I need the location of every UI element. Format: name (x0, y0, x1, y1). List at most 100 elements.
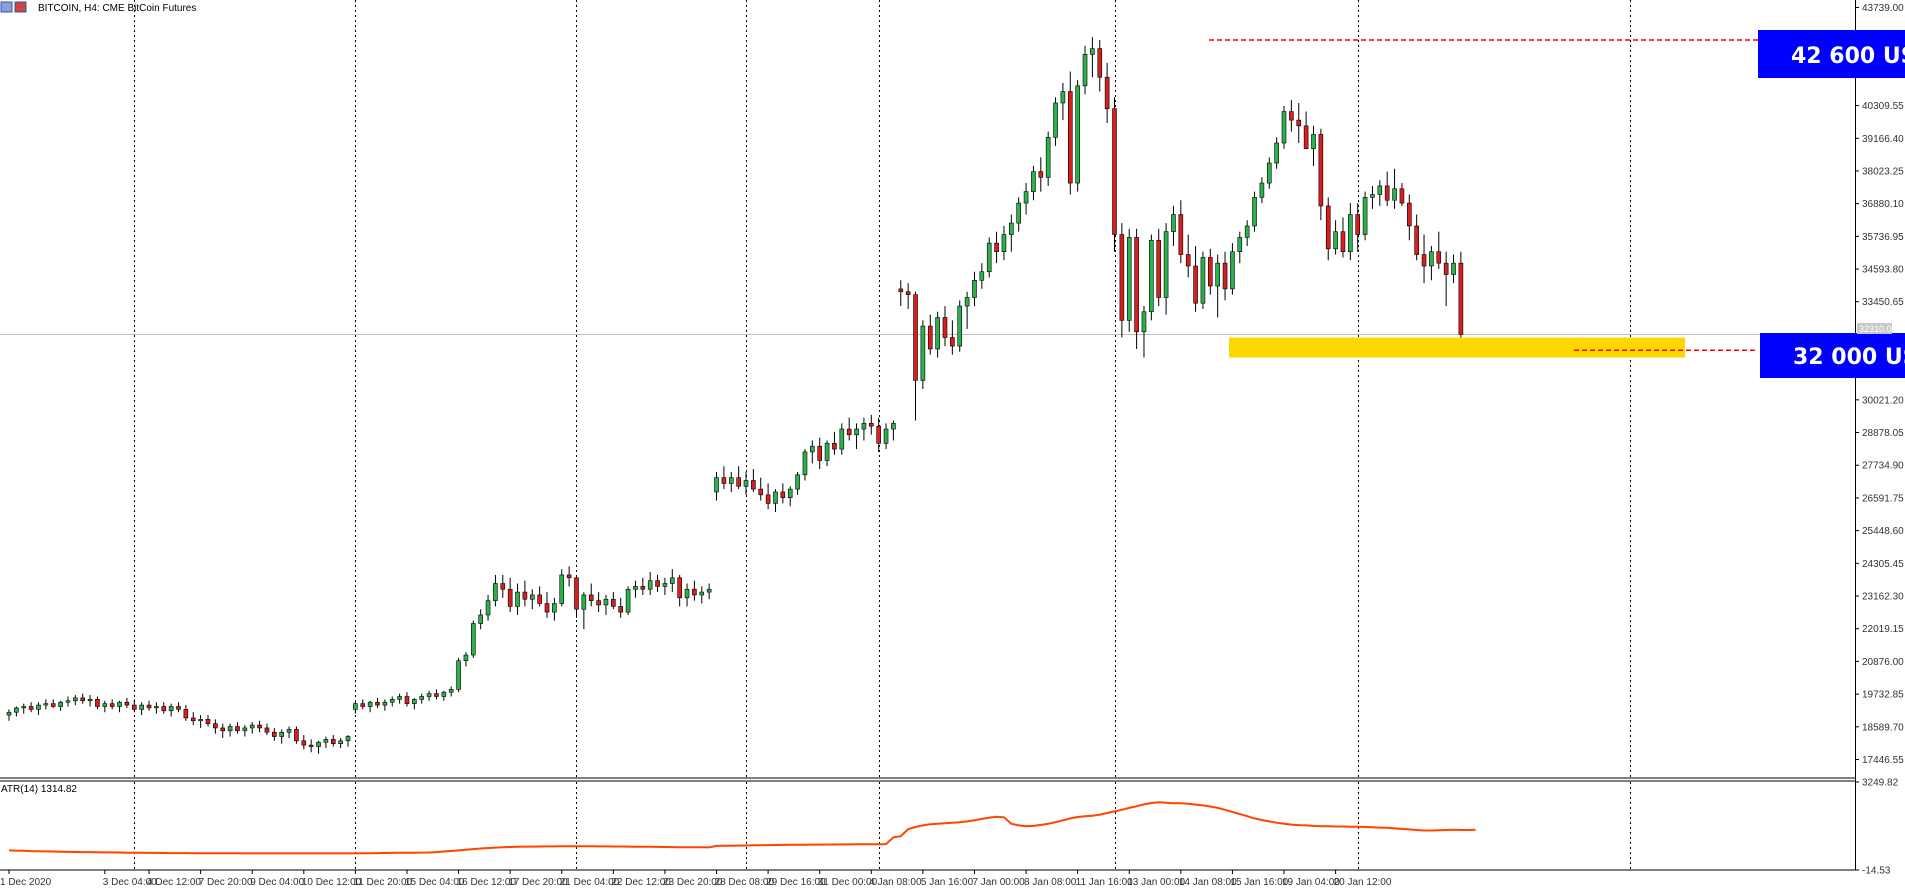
bearish-candle-body (308, 744, 314, 747)
candle (1126, 228, 1132, 332)
bullish-candle-body (412, 699, 417, 704)
candle (1244, 220, 1250, 246)
bearish-candle-body (905, 291, 911, 295)
bearish-candle-body (751, 480, 756, 490)
x-tick-label: 15 Jan 16:00 (1230, 877, 1288, 888)
bearish-candle-body (611, 598, 616, 607)
candle (1038, 157, 1044, 192)
bullish-candle-body (1230, 251, 1235, 290)
bullish-candle-body (1149, 239, 1154, 313)
candle (382, 699, 388, 711)
bullish-candle-body (493, 583, 498, 601)
bullish-candle-body (1082, 54, 1088, 87)
bullish-candle-body (73, 697, 78, 702)
candle (986, 237, 992, 278)
bearish-candle-body (994, 242, 999, 253)
bearish-candle-body (375, 701, 380, 706)
candle (669, 569, 675, 593)
candle (1016, 197, 1021, 232)
candle (367, 700, 373, 713)
bearish-candle-body (176, 706, 181, 710)
candle (876, 417, 881, 452)
atr-label: ATR(14) 1314.82 (1, 784, 77, 795)
candle (957, 300, 963, 352)
candle (839, 423, 845, 455)
candle (861, 417, 867, 441)
bullish-candle-body (699, 591, 705, 596)
candle (1362, 191, 1368, 241)
candle (463, 652, 469, 667)
main-price-pane (0, 0, 1855, 778)
candle (286, 726, 292, 738)
candle (640, 577, 646, 595)
bearish-candle-body (360, 703, 366, 707)
bullish-candle-body (1141, 311, 1147, 333)
x-tick-label: 20 Jan 12:00 (1334, 877, 1392, 888)
candle (301, 735, 307, 750)
candle (1230, 243, 1235, 295)
candle (544, 592, 550, 618)
bearish-candle-body (1038, 171, 1044, 178)
bearish-candle-body (758, 488, 764, 496)
bullish-candle-body (1001, 234, 1007, 253)
x-tick-label: 15 Dec 04:00 (405, 877, 465, 888)
candle (905, 283, 911, 309)
candle (471, 620, 476, 658)
bearish-candle-body (301, 740, 307, 746)
candle (397, 693, 402, 704)
candle (1451, 254, 1456, 284)
candle (574, 574, 579, 618)
candle (1200, 251, 1206, 309)
bearish-candle-body (183, 709, 189, 719)
candle (1119, 223, 1125, 338)
candle (1149, 234, 1154, 321)
candle (139, 702, 144, 716)
bullish-candle-body (1060, 91, 1066, 104)
candle (1421, 234, 1427, 284)
candle (183, 705, 189, 721)
bullish-candle-body (714, 477, 719, 493)
bearish-candle-body (596, 600, 601, 606)
candle (36, 702, 41, 716)
bearish-candle-body (131, 704, 137, 710)
bullish-candle-body (227, 726, 233, 732)
candle (1392, 168, 1397, 209)
candle (1163, 223, 1169, 315)
bullish-candle-body (43, 703, 49, 706)
bullish-candle-body (1237, 237, 1243, 253)
x-tick-label: 17 Dec 20:00 (508, 877, 568, 888)
candle (1458, 251, 1464, 338)
candle (1355, 203, 1361, 252)
candle (596, 592, 601, 613)
candle (375, 697, 380, 708)
candle (950, 320, 955, 355)
candle (426, 690, 432, 701)
bearish-candle-body (500, 583, 506, 590)
candle (6, 709, 12, 721)
bearish-candle-body (1340, 231, 1346, 253)
bullish-candle-body (529, 594, 535, 600)
candle (441, 690, 447, 701)
candle (213, 719, 218, 734)
current-price-text: 32310.00 (1859, 324, 1897, 334)
candle (1384, 171, 1390, 206)
candle (810, 440, 815, 464)
candle (979, 263, 985, 289)
bullish-candle-body (419, 696, 425, 700)
bullish-candle-body (139, 704, 144, 710)
bearish-candle-body (1421, 254, 1427, 267)
bullish-candle-body (471, 623, 476, 656)
candle (190, 712, 196, 726)
candle (537, 586, 542, 607)
bullish-candle-body (58, 701, 63, 707)
candle (146, 700, 152, 711)
candle (330, 735, 336, 747)
candle (765, 483, 771, 510)
bullish-candle-body (1274, 142, 1279, 164)
bullish-candle-body (1348, 214, 1353, 253)
y-tick-label: 19732.85 (1862, 690, 1904, 701)
candle (611, 592, 616, 610)
y-tick-label: 36880.10 (1862, 199, 1904, 210)
bearish-candle-body (213, 723, 218, 729)
